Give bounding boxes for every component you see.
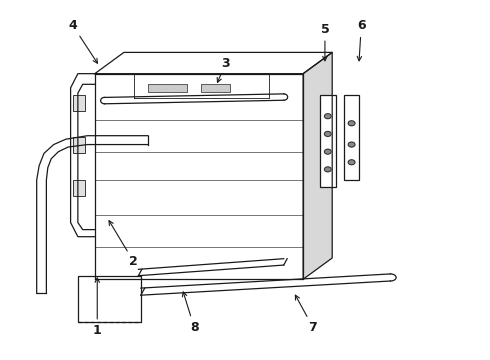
Bar	[148, 84, 187, 92]
Circle shape	[324, 149, 331, 154]
Text: 8: 8	[190, 321, 198, 334]
Polygon shape	[303, 53, 332, 279]
Bar	[201, 84, 230, 92]
Circle shape	[348, 142, 355, 147]
Bar	[78, 276, 141, 322]
Text: 2: 2	[129, 255, 138, 268]
Text: 5: 5	[320, 23, 329, 36]
Circle shape	[324, 114, 331, 119]
Text: 1: 1	[93, 324, 101, 337]
Text: 3: 3	[221, 57, 230, 69]
Bar	[73, 95, 85, 111]
Text: 6: 6	[357, 19, 366, 32]
Circle shape	[348, 121, 355, 126]
Text: 4: 4	[69, 19, 77, 32]
Circle shape	[324, 131, 331, 136]
Bar	[344, 95, 359, 180]
Bar	[320, 95, 336, 187]
Text: 7: 7	[308, 321, 317, 334]
Bar	[73, 180, 85, 196]
Circle shape	[348, 160, 355, 165]
Circle shape	[324, 167, 331, 172]
Bar	[73, 138, 85, 153]
